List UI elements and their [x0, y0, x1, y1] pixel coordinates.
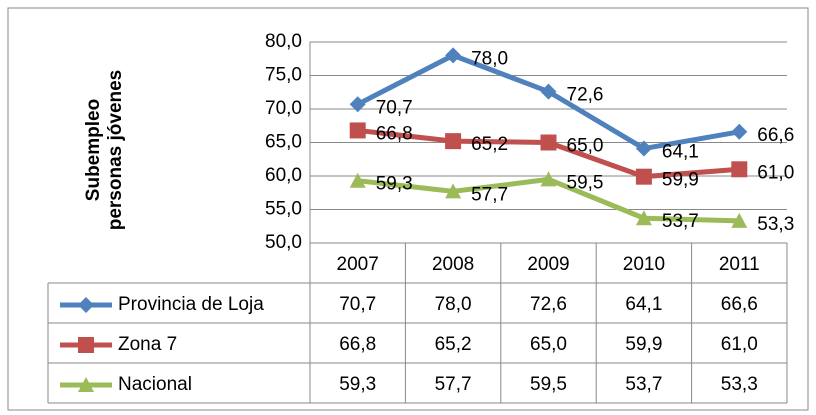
table-cell: 59,5	[530, 374, 567, 395]
x-tick-label: 2011	[719, 254, 760, 275]
y-tick-label: 60,0	[265, 165, 302, 186]
data-label: 65,0	[567, 136, 604, 157]
y-tick-label: 50,0	[265, 232, 302, 253]
table-cell: 59,9	[625, 334, 662, 355]
y-tick-label: 80,0	[265, 31, 302, 52]
data-point	[731, 212, 748, 228]
table-cell: 65,2	[435, 334, 472, 355]
data-label: 59,9	[662, 170, 699, 191]
table-cell: 59,3	[339, 374, 376, 395]
legend-marker	[78, 297, 94, 313]
table-cell: 64,1	[625, 294, 662, 315]
legend-marker	[78, 337, 94, 353]
x-tick-label: 2009	[527, 254, 569, 275]
data-point	[445, 47, 462, 64]
data-point	[635, 140, 652, 157]
table-cell: 78,0	[435, 294, 472, 315]
data-label: 53,3	[757, 214, 794, 235]
table-cell: 70,7	[339, 294, 376, 315]
legend-marker	[78, 377, 94, 392]
y-tick-label: 65,0	[265, 132, 302, 153]
legend-label: Nacional	[118, 374, 192, 395]
data-point	[540, 83, 557, 100]
data-point	[349, 96, 366, 113]
data-label: 61,0	[757, 162, 794, 183]
data-label: 78,0	[471, 48, 508, 69]
data-point	[540, 171, 557, 187]
data-label: 59,3	[376, 174, 413, 195]
x-tick-label: 2008	[432, 254, 474, 275]
table-cell: 61,0	[721, 334, 758, 355]
data-point	[445, 133, 462, 150]
table-cell: 66,6	[721, 294, 758, 315]
table-cell: 53,3	[721, 374, 758, 395]
data-label: 65,2	[471, 134, 508, 155]
data-point	[349, 172, 366, 188]
legend-label: Provincia de Loja	[118, 294, 264, 315]
y-tick-label: 55,0	[265, 199, 302, 220]
data-label: 57,7	[471, 184, 508, 205]
data-point	[731, 123, 748, 140]
table-cell: 66,8	[339, 334, 376, 355]
x-tick-label: 2007	[337, 254, 379, 275]
data-label: 53,7	[662, 211, 699, 232]
table-cell: 72,6	[530, 294, 567, 315]
data-point	[635, 168, 652, 185]
data-point	[731, 161, 748, 178]
data-label: 64,1	[662, 142, 699, 163]
data-point	[445, 183, 462, 199]
legend-label: Zona 7	[118, 334, 177, 355]
y-axis-label: Subempleo personas jóvenes	[83, 69, 126, 231]
data-point	[540, 134, 557, 151]
data-label: 66,6	[757, 125, 794, 146]
y-tick-label: 75,0	[265, 65, 302, 86]
data-label: 59,5	[567, 172, 604, 193]
x-tick-label: 2010	[623, 254, 665, 275]
data-label: 70,7	[376, 97, 413, 118]
y-tick-label: 70,0	[265, 98, 302, 119]
data-point	[349, 122, 366, 139]
data-label: 72,6	[567, 85, 604, 106]
table-cell: 57,7	[435, 374, 472, 395]
table-cell: 53,7	[625, 374, 662, 395]
table-cell: 65,0	[530, 334, 567, 355]
data-point	[635, 210, 652, 226]
data-label: 66,8	[376, 123, 413, 144]
